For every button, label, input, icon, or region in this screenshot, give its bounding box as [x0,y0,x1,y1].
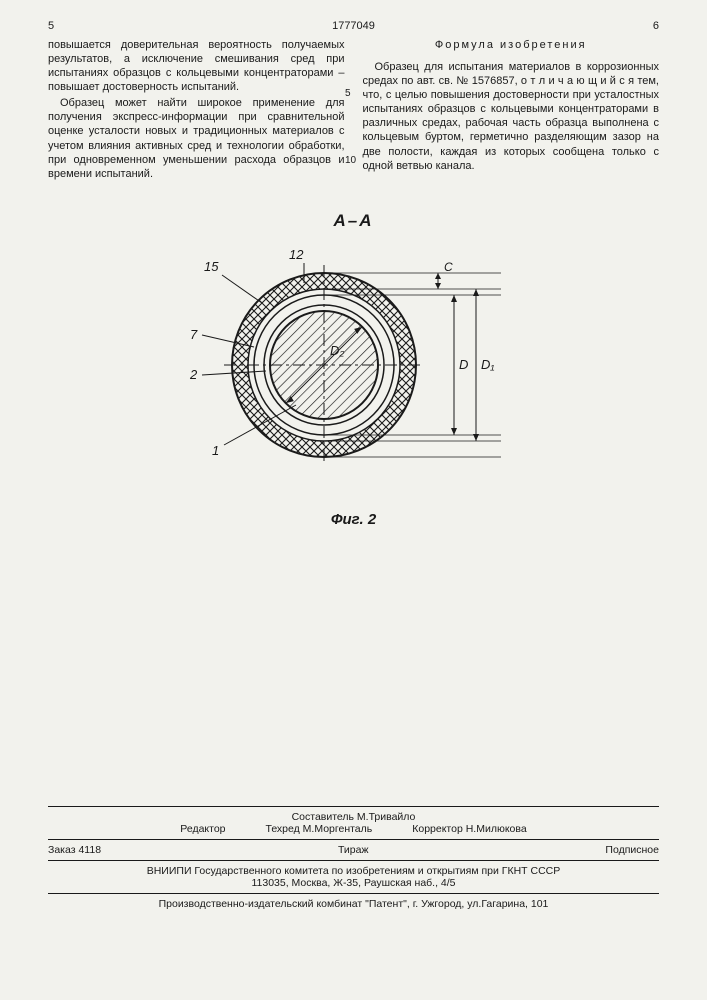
editor: Редактор [180,823,225,835]
figure-svg: 15 12 7 2 1 C D D₁ D₂ [154,235,554,505]
svg-text:2: 2 [189,367,198,382]
addr: 113035, Москва, Ж-35, Раушская наб., 4/5 [48,877,659,889]
svg-text:1: 1 [212,443,219,458]
formula-title: Формула изобретения [363,38,660,52]
org: ВНИИПИ Государственного комитета по изоб… [48,865,659,877]
sign: Подписное [605,844,659,856]
svg-text:D₂: D₂ [330,343,344,358]
left-para-2: Образец может найти широкое приме­нение … [48,96,345,180]
compiler: Составитель М.Тривайло [48,811,659,823]
line-marker-10: 10 [345,155,356,166]
svg-text:12: 12 [289,247,304,262]
corrector: Корректор Н.Милюкова [412,823,526,835]
tech: Техред М.Моргенталь [266,823,373,835]
line-marker-5: 5 [345,88,351,99]
page-right: 6 [619,20,659,32]
figure-caption: Фиг. 2 [48,511,659,528]
figure-block: А–А 15 12 7 2 1 C D D₁ D₂ Фиг. 2 [48,211,659,528]
svg-text:D₁: D₁ [481,357,495,372]
printer: Производственно-издательский комбинат "П… [48,898,659,910]
svg-text:D: D [459,357,468,372]
svg-text:7: 7 [190,327,198,342]
svg-text:15: 15 [204,259,219,274]
right-body: Образец для испытания материалов в корро… [363,60,660,173]
doc-number: 1777049 [88,20,619,32]
page-left: 5 [48,20,88,32]
page-header: 5 1777049 6 [48,20,659,32]
footer: Составитель М.Тривайло Редактор Техред М… [48,802,659,910]
left-para-1: повышается доверительная вероятность пол… [48,38,345,94]
right-column: Формула изобретения Образец для испытани… [363,38,660,181]
order: Заказ 4118 [48,844,101,856]
tirage: Тираж [338,844,369,856]
svg-text:C: C [444,260,453,274]
section-label: А–А [48,211,659,231]
left-column: повышается доверительная вероятность пол… [48,38,345,181]
